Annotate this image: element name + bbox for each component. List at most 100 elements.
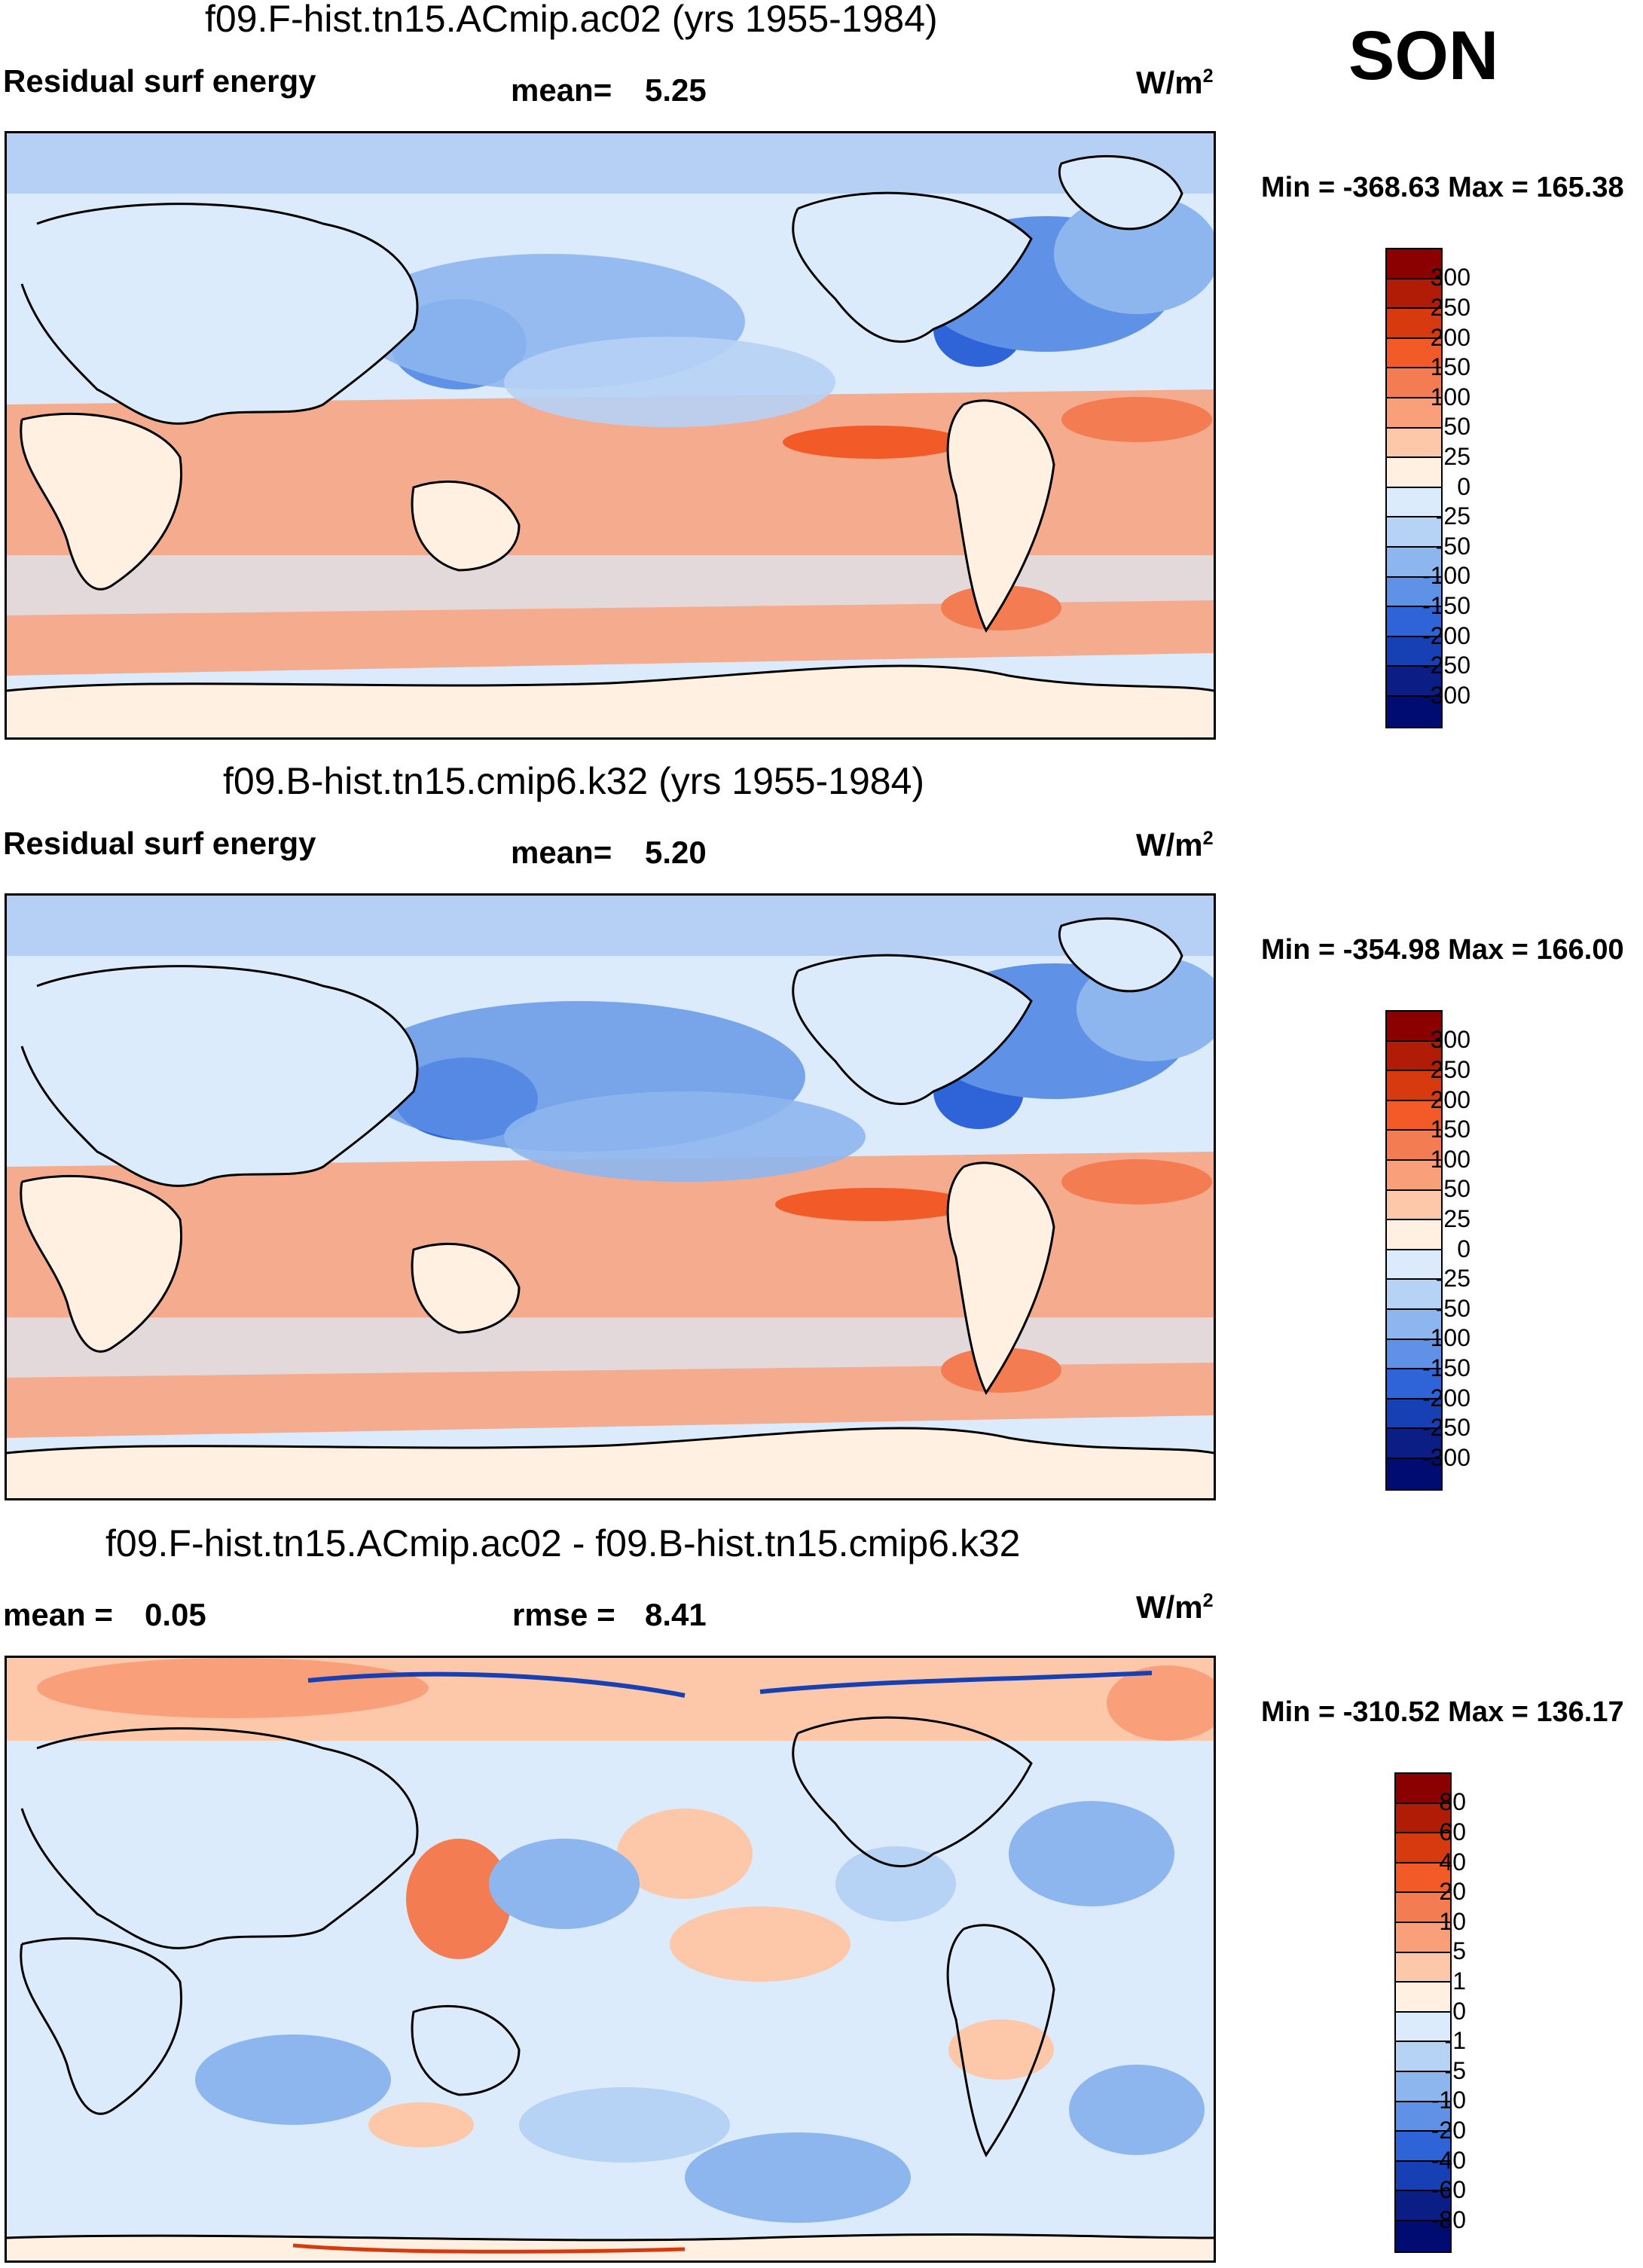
colorbar-tick-label: 0 [1457,473,1470,500]
colorbar-swatch [1387,577,1441,608]
colorbar-swatch [1396,1833,1450,1864]
colorbar-tick-label: -80 [1431,2206,1466,2233]
colorbar-swatch [1396,2221,1450,2251]
colorbar-swatch [1396,1774,1450,1804]
colorbar-tick-label: 200 [1430,1086,1470,1113]
colorbar-tick-label: 25 [1443,443,1470,470]
panel-2-variable-label: Residual surf energy [3,826,316,861]
colorbar-swatch [1387,517,1441,548]
colorbar-swatch [1387,1041,1441,1072]
colorbar-tick-label: -25 [1435,502,1470,530]
panel-3-rmse-value: 8.41 [645,1597,707,1632]
colorbar-tick-label: -1 [1444,2027,1466,2054]
panel-1-colorbar [1385,248,1443,728]
colorbar-swatch [1396,2161,1450,2192]
colorbar-swatch [1387,1399,1441,1430]
colorbar-tick-label: -5 [1444,2057,1466,2084]
colorbar-swatch [1387,279,1441,310]
panel-3-mean-key: mean = [3,1597,113,1632]
colorbar-swatch [1387,547,1441,578]
colorbar-swatch [1396,2102,1450,2132]
colorbar-swatch [1387,309,1441,339]
colorbar-tick-label: 50 [1443,1175,1470,1202]
colorbar-swatch [1387,607,1441,637]
colorbar-tick-label: -250 [1422,1414,1470,1441]
colorbar-tick-label: 250 [1430,294,1470,321]
panel-1-title: f09.F-hist.tn15.ACmip.ac02 (yrs 1955-198… [205,0,938,40]
colorbar-tick-label: -150 [1422,1354,1470,1381]
panel-3-mean-value: 0.05 [145,1597,206,1632]
colorbar-swatch [1396,2191,1450,2221]
colorbar-swatch [1387,1458,1441,1489]
colorbar-swatch [1387,398,1441,429]
colorbar-tick-label: 1 [1452,1967,1466,1995]
colorbar-tick-label: -10 [1431,2086,1466,2114]
colorbar-swatch [1387,636,1441,667]
colorbar-swatch [1396,2012,1450,2043]
panel-1-minmax: Min = -368.63 Max = 165.38 [1261,172,1624,203]
colorbar-swatch [1387,1012,1441,1042]
colorbar-tick-label: -250 [1422,652,1470,679]
colorbar-swatch [1396,1803,1450,1834]
colorbar-tick-label: 100 [1430,383,1470,411]
panel-3-map [5,1656,1216,2263]
colorbar-swatch [1387,667,1441,697]
colorbar-tick-label: 80 [1439,1788,1466,1815]
colorbar-tick-label: 200 [1430,324,1470,351]
colorbar-swatch [1387,1250,1441,1281]
panel-3-units: W/m2 [1136,1589,1214,1625]
panel-1-mean-value: 5.25 [645,72,707,108]
colorbar-swatch [1396,1863,1450,1894]
panel-2-map [5,893,1216,1500]
colorbar-swatch [1387,1309,1441,1340]
panel-3-colorbar [1394,1772,1452,2253]
colorbar-tick-label: -200 [1422,1384,1470,1412]
colorbar-tick-label: -100 [1422,562,1470,589]
colorbar-tick-label: -100 [1422,1324,1470,1351]
colorbar-tick-label: 300 [1430,264,1470,291]
colorbar-swatch [1396,2132,1450,2162]
colorbar-tick-label: -25 [1435,1265,1470,1292]
colorbar-tick-label: 0 [1457,1235,1470,1262]
colorbar-swatch [1396,2042,1450,2072]
panel-1-mean-key: mean= [511,72,612,108]
panel-2-title: f09.B-hist.tn15.cmip6.k32 (yrs 1955-1984… [223,760,925,802]
colorbar-swatch [1396,1983,1450,2013]
colorbar-swatch [1387,1100,1441,1131]
colorbar-tick-label: -300 [1422,682,1470,709]
colorbar-swatch [1396,1952,1450,1983]
panel-3-minmax: Min = -310.52 Max = 136.17 [1261,1696,1624,1728]
colorbar-swatch [1387,1339,1441,1370]
colorbar-tick-label: 0 [1452,1998,1466,2025]
colorbar-tick-label: 100 [1430,1146,1470,1173]
colorbar-swatch [1387,1190,1441,1221]
colorbar-tick-label: -150 [1422,592,1470,619]
colorbar-swatch [1387,368,1441,398]
panel-2-units: W/m2 [1136,827,1214,862]
colorbar-tick-label: -50 [1435,533,1470,560]
colorbar-swatch [1387,1131,1441,1161]
panel-2-mean-value: 5.20 [645,835,707,870]
colorbar-tick-label: 25 [1443,1205,1470,1232]
colorbar-tick-label: -50 [1435,1295,1470,1322]
colorbar-tick-label: -40 [1431,2147,1466,2174]
colorbar-tick-label: -200 [1422,622,1470,649]
colorbar-swatch [1387,1071,1441,1101]
colorbar-swatch [1387,458,1441,488]
colorbar-swatch [1387,696,1441,727]
colorbar-swatch [1387,1429,1441,1459]
colorbar-swatch [1387,428,1441,459]
colorbar-swatch [1387,1280,1441,1310]
colorbar-tick-label: 5 [1452,1937,1466,1964]
colorbar-tick-label: 300 [1430,1026,1470,1053]
panel-1-map [5,131,1216,740]
panel-1-units: W/m2 [1136,65,1214,100]
colorbar-tick-label: -300 [1422,1444,1470,1471]
colorbar-swatch [1387,1220,1441,1250]
colorbar-tick-label: 250 [1430,1056,1470,1083]
panel-3-rmse-key: rmse = [512,1597,615,1632]
colorbar-swatch [1387,1369,1441,1400]
panel-2-mean-key: mean= [511,835,612,870]
colorbar-swatch [1396,1893,1450,1923]
colorbar-tick-label: -60 [1431,2176,1466,2203]
